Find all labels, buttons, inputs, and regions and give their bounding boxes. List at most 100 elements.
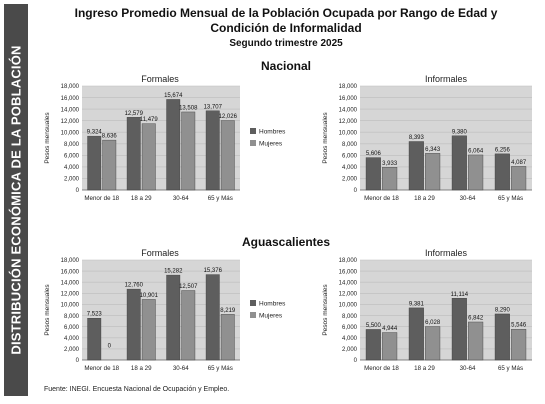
data-label: 12,760 [125, 283, 144, 289]
bar-mujeres [382, 167, 398, 191]
bar-hombres [451, 298, 467, 361]
data-label: 9,380 [452, 129, 468, 135]
bar-mujeres [220, 120, 235, 191]
bar-hombres [205, 110, 220, 191]
sidebar-banner: DISTRIBUCIÓN ECONÓMICA DE LA POBLACIÓN [4, 4, 28, 396]
bar-hombres [494, 153, 510, 191]
data-label: 5,546 [511, 323, 527, 329]
x-tick-label: Menor de 18 [364, 365, 399, 372]
data-label: 4,944 [382, 326, 398, 332]
y-tick-label: 4,000 [64, 165, 80, 171]
bar-mujeres [425, 326, 441, 361]
y-tick-label: 18,000 [61, 84, 80, 90]
data-label: 11,114 [451, 292, 469, 298]
y-tick-label: 2,000 [64, 177, 80, 183]
bar-mujeres [511, 328, 527, 361]
legend-label-hombres: Hombres [259, 129, 286, 136]
x-tick-label: Menor de 18 [84, 195, 119, 202]
chart-title: Formales [141, 248, 179, 258]
data-label: 12,507 [179, 284, 198, 290]
y-tick-label: 0 [354, 188, 358, 194]
data-label: 15,282 [164, 269, 183, 275]
y-tick-label: 6,000 [64, 325, 80, 331]
y-axis-label: Pesos mensuales [44, 284, 51, 336]
legend-label-mujeres: Mujeres [259, 141, 283, 148]
chart-title: Formales [141, 74, 179, 84]
bar-hombres [365, 157, 381, 191]
y-tick-label: 0 [76, 358, 80, 364]
page-title-line1: Ingreso Promedio Mensual de la Población… [74, 6, 498, 20]
y-tick-label: 16,000 [61, 96, 80, 102]
y-tick-label: 4,000 [342, 336, 358, 342]
source-note: Fuente: INEGI. Encuesta Nacional de Ocup… [44, 386, 230, 393]
y-tick-label: 8,000 [342, 142, 358, 148]
y-tick-label: 14,000 [61, 280, 80, 286]
x-tick-label: 30-64 [460, 195, 476, 202]
y-tick-label: 14,000 [339, 280, 358, 286]
data-label: 6,343 [425, 147, 441, 153]
y-tick-label: 10,000 [61, 130, 80, 136]
data-label: 4,087 [511, 160, 527, 166]
data-label: 6,256 [495, 147, 511, 153]
chart-nacional-informales: Informales 0 2,000 4,000 6,000 8,000 10,000 12,… [322, 74, 532, 202]
y-axis-label: Pesos mensuales [44, 112, 51, 164]
legend-swatch-mujeres [250, 312, 256, 318]
y-tick-label: 6,000 [64, 154, 80, 160]
x-tick-label: 30-64 [173, 365, 189, 372]
y-tick-label: 18,000 [339, 258, 358, 264]
data-label: 13,508 [179, 105, 198, 111]
y-tick-label: 14,000 [61, 107, 80, 113]
data-label: 13,707 [204, 104, 223, 110]
legend-label-hombres: Hombres [259, 301, 286, 308]
region-heading-nacional: Nacional [260, 59, 311, 73]
y-tick-label: 0 [76, 188, 80, 194]
data-label: 10,901 [140, 293, 159, 299]
data-label: 15,674 [164, 93, 183, 99]
y-tick-label: 10,000 [61, 303, 80, 309]
bar-mujeres [141, 123, 156, 191]
x-tick-label: 65 y Más [208, 195, 233, 202]
legend-swatch-mujeres [250, 140, 256, 146]
bar-hombres [166, 99, 181, 191]
bar-mujeres [220, 314, 235, 361]
y-tick-label: 16,000 [339, 269, 358, 275]
y-axis-label: Pesos mensuales [322, 284, 329, 336]
data-label: 6,064 [468, 148, 484, 154]
x-tick-label: Menor de 18 [84, 365, 119, 372]
x-tick-label: Menor de 18 [364, 195, 399, 202]
y-tick-label: 12,000 [339, 119, 358, 125]
data-label: 12,026 [219, 114, 238, 120]
page-subtitle: Segundo trimestre 2025 [229, 38, 343, 49]
y-tick-label: 2,000 [342, 177, 358, 183]
bar-mujeres [141, 299, 156, 361]
y-tick-label: 10,000 [339, 130, 358, 136]
y-tick-label: 8,000 [64, 314, 80, 320]
bar-hombres [408, 307, 424, 361]
data-label: 9,381 [409, 301, 425, 307]
legend-label-mujeres: Mujeres [259, 313, 283, 320]
y-axis-label: Pesos mensuales [322, 112, 329, 164]
chart-aguascalientes-formales: Formales 0 2,000 4,000 6,000 8,000 10,000 12,00… [44, 248, 286, 372]
y-tick-label: 4,000 [64, 336, 80, 342]
bar-hombres [494, 313, 510, 361]
y-tick-label: 8,000 [342, 314, 358, 320]
bar-mujeres [425, 153, 441, 191]
y-tick-label: 16,000 [339, 96, 358, 102]
y-tick-label: 2,000 [342, 347, 358, 353]
y-tick-label: 4,000 [342, 165, 358, 171]
bar-hombres [126, 117, 141, 191]
bar-hombres [87, 135, 102, 191]
bar-hombres [451, 135, 467, 191]
bar-mujeres [382, 332, 398, 361]
y-tick-label: 12,000 [339, 292, 358, 298]
chart-title: Informales [425, 248, 468, 258]
y-tick-label: 6,000 [342, 325, 358, 331]
y-tick-label: 2,000 [64, 347, 80, 353]
bar-hombres [87, 318, 102, 361]
x-tick-label: 18 a 29 [131, 195, 152, 202]
y-tick-label: 14,000 [339, 107, 358, 113]
bar-hombres [408, 141, 424, 191]
data-label: 7,523 [87, 312, 103, 318]
bar-mujeres [181, 290, 196, 361]
bar-mujeres [468, 154, 484, 191]
